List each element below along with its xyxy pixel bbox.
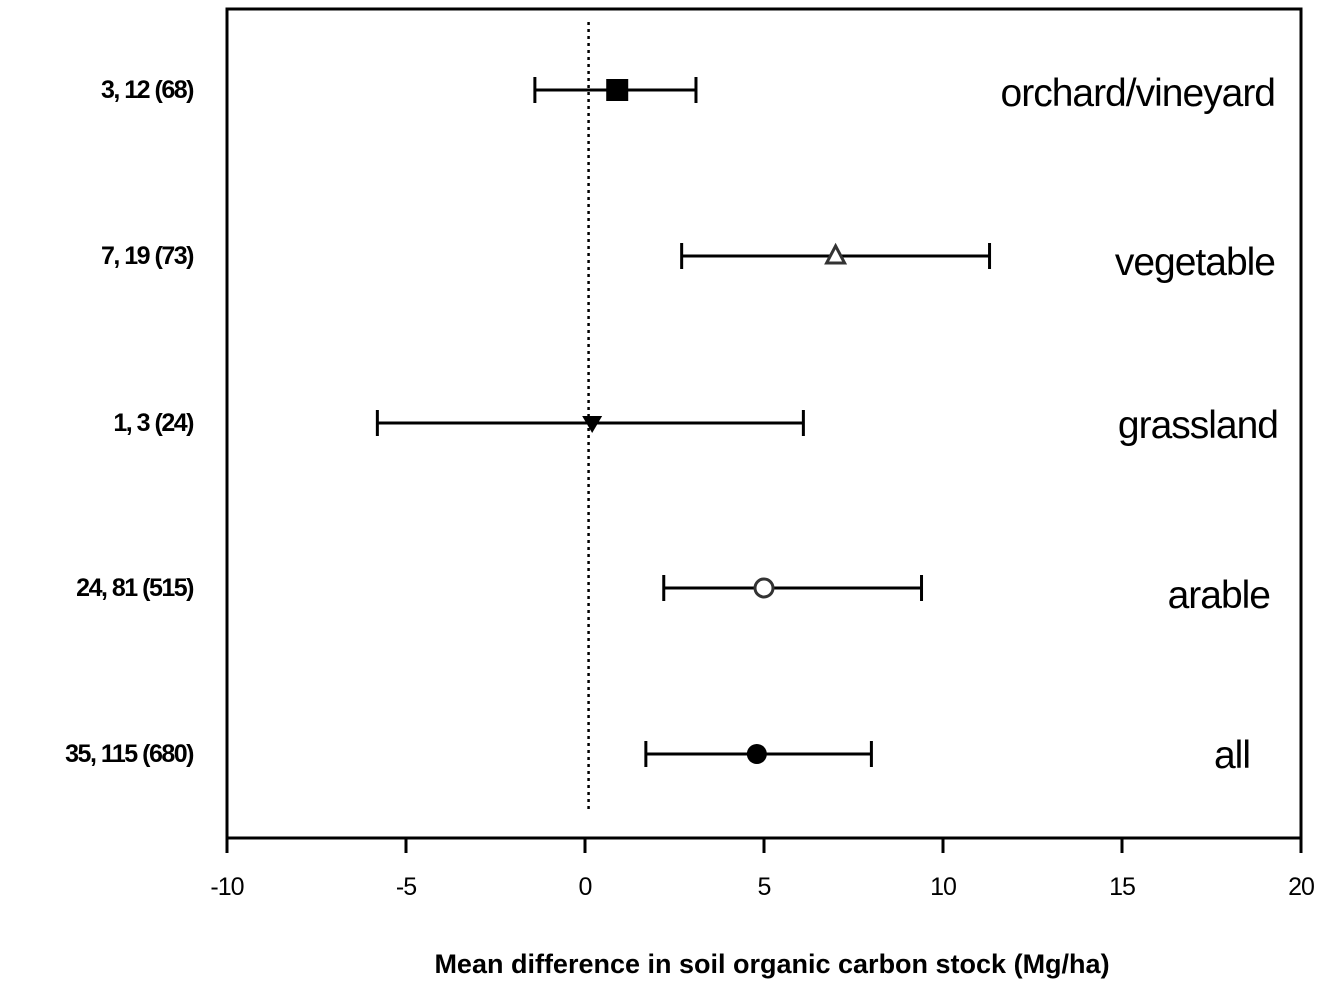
category-label: vegetable bbox=[1115, 241, 1275, 284]
row-label: 3, 12 (68) bbox=[101, 76, 194, 104]
forest-row: 35, 115 (680) all bbox=[65, 734, 1251, 777]
row-label: 24, 81 (515) bbox=[76, 574, 194, 602]
x-tick-label: -5 bbox=[396, 873, 416, 901]
x-tick-label: 0 bbox=[579, 873, 592, 901]
forest-row: 3, 12 (68) orchard/vineyard bbox=[101, 72, 1276, 115]
point-marker bbox=[606, 79, 629, 101]
row-label: 1, 3 (24) bbox=[113, 409, 194, 437]
forest-row: 7, 19 (73) vegetable bbox=[101, 241, 1276, 284]
forest-row: 24, 81 (515) arable bbox=[76, 574, 1271, 617]
row-label: 7, 19 (73) bbox=[101, 242, 194, 270]
row-label: 35, 115 (680) bbox=[65, 740, 194, 768]
forest-rows: 3, 12 (68) orchard/vineyard 7, 19 (73) vege… bbox=[65, 72, 1279, 777]
point-marker bbox=[753, 577, 775, 599]
point-marker bbox=[582, 416, 603, 433]
x-tick-label: 20 bbox=[1288, 873, 1314, 901]
category-label: arable bbox=[1168, 574, 1270, 617]
x-tick-label: 5 bbox=[758, 873, 771, 901]
category-label: grassland bbox=[1118, 404, 1278, 447]
category-label: all bbox=[1214, 734, 1250, 777]
x-tick-label: 15 bbox=[1109, 873, 1135, 901]
x-axis-label: Mean difference in soil organic carbon s… bbox=[434, 949, 1109, 979]
x-axis-tick-labels: -10 -5 0 5 10 15 20 bbox=[210, 873, 1315, 901]
category-label: orchard/vineyard bbox=[1001, 72, 1275, 115]
x-axis-ticks bbox=[225, 838, 1303, 853]
point-marker bbox=[746, 744, 767, 764]
x-tick-label: 10 bbox=[930, 873, 956, 901]
forest-row: 1, 3 (24) grassland bbox=[113, 404, 1279, 447]
point-marker bbox=[824, 242, 848, 265]
x-tick-label: -10 bbox=[210, 873, 243, 901]
